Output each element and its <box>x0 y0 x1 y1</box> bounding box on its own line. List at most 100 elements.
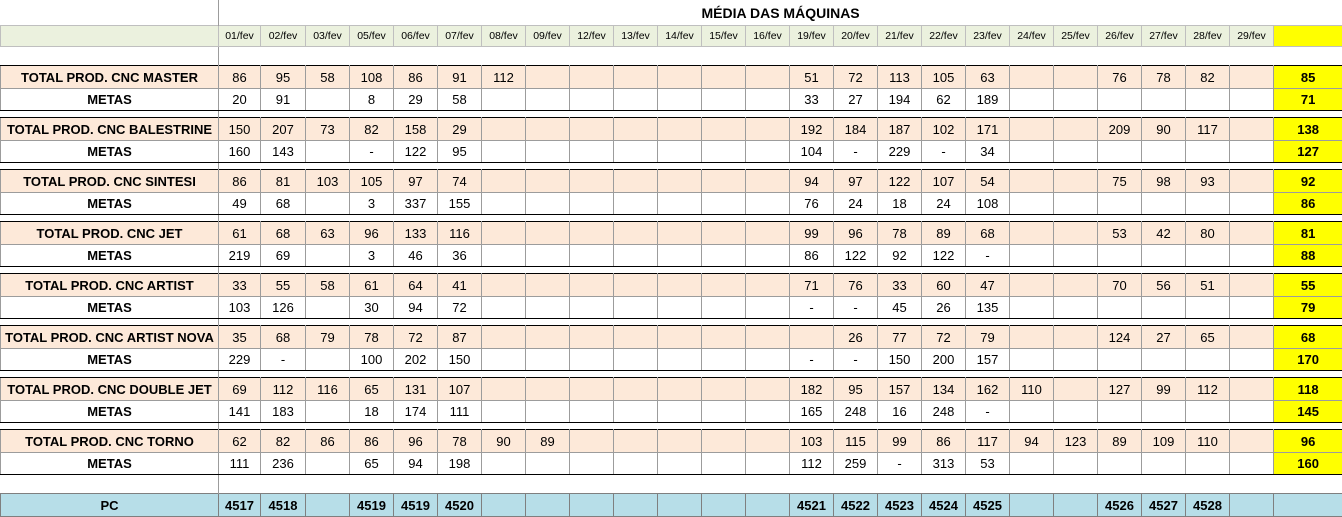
meta-value-cell[interactable] <box>702 141 746 163</box>
production-value-cell[interactable]: 209 <box>1098 118 1142 141</box>
production-value-cell[interactable]: 64 <box>394 274 438 297</box>
meta-value-cell[interactable] <box>1230 453 1274 475</box>
meta-value-cell[interactable]: 248 <box>922 401 966 423</box>
production-average-cell[interactable]: 81 <box>1274 222 1342 245</box>
meta-value-cell[interactable] <box>526 193 570 215</box>
meta-value-cell[interactable] <box>526 453 570 475</box>
spacer-cell[interactable] <box>1 215 219 222</box>
production-value-cell[interactable] <box>790 326 834 349</box>
production-value-cell[interactable]: 171 <box>966 118 1010 141</box>
production-value-cell[interactable]: 54 <box>966 170 1010 193</box>
production-average-cell[interactable]: 138 <box>1274 118 1342 141</box>
date-header-cell[interactable]: 20/fev <box>834 26 878 47</box>
meta-value-cell[interactable]: - <box>350 141 394 163</box>
pc-value-cell[interactable]: 4522 <box>834 494 878 517</box>
meta-value-cell[interactable] <box>306 245 350 267</box>
meta-value-cell[interactable] <box>614 401 658 423</box>
meta-average-cell[interactable]: 170 <box>1274 349 1342 371</box>
meta-value-cell[interactable]: 8 <box>350 89 394 111</box>
metas-label[interactable]: METAS <box>1 245 219 267</box>
production-value-cell[interactable] <box>1010 66 1054 89</box>
metas-label[interactable]: METAS <box>1 453 219 475</box>
production-value-cell[interactable]: 69 <box>219 378 261 401</box>
spacer-cell[interactable] <box>1 47 219 66</box>
production-value-cell[interactable] <box>658 430 702 453</box>
production-value-cell[interactable]: 86 <box>306 430 350 453</box>
production-value-cell[interactable] <box>658 66 702 89</box>
meta-value-cell[interactable]: 194 <box>878 89 922 111</box>
production-value-cell[interactable]: 86 <box>219 66 261 89</box>
production-value-cell[interactable]: 81 <box>261 170 306 193</box>
production-value-cell[interactable]: 117 <box>1186 118 1230 141</box>
meta-value-cell[interactable]: 157 <box>966 349 1010 371</box>
meta-value-cell[interactable]: 58 <box>438 89 482 111</box>
date-header-cell[interactable]: 06/fev <box>394 26 438 47</box>
production-value-cell[interactable]: 98 <box>1142 170 1186 193</box>
meta-value-cell[interactable] <box>614 141 658 163</box>
production-value-cell[interactable] <box>702 430 746 453</box>
production-value-cell[interactable]: 62 <box>219 430 261 453</box>
production-value-cell[interactable]: 162 <box>966 378 1010 401</box>
meta-value-cell[interactable]: 16 <box>878 401 922 423</box>
production-value-cell[interactable]: 78 <box>350 326 394 349</box>
production-value-cell[interactable]: 65 <box>1186 326 1230 349</box>
meta-value-cell[interactable]: - <box>834 297 878 319</box>
production-value-cell[interactable] <box>482 222 526 245</box>
production-value-cell[interactable] <box>746 326 790 349</box>
spacer-cell[interactable] <box>1 111 219 118</box>
production-value-cell[interactable] <box>570 274 614 297</box>
meta-value-cell[interactable]: 122 <box>394 141 438 163</box>
production-value-cell[interactable]: 105 <box>350 170 394 193</box>
meta-value-cell[interactable] <box>1142 245 1186 267</box>
meta-value-cell[interactable]: - <box>966 401 1010 423</box>
meta-value-cell[interactable] <box>658 89 702 111</box>
meta-value-cell[interactable] <box>1186 193 1230 215</box>
meta-value-cell[interactable]: 229 <box>219 349 261 371</box>
production-value-cell[interactable]: 91 <box>438 66 482 89</box>
production-value-cell[interactable] <box>702 222 746 245</box>
meta-value-cell[interactable]: 18 <box>878 193 922 215</box>
spacer-cell[interactable] <box>219 371 1342 378</box>
production-value-cell[interactable] <box>658 170 702 193</box>
production-value-cell[interactable]: 97 <box>394 170 438 193</box>
production-value-cell[interactable] <box>482 118 526 141</box>
production-value-cell[interactable] <box>1054 378 1098 401</box>
production-value-cell[interactable]: 116 <box>438 222 482 245</box>
production-value-cell[interactable] <box>746 274 790 297</box>
production-value-cell[interactable] <box>526 66 570 89</box>
production-value-cell[interactable]: 86 <box>922 430 966 453</box>
meta-value-cell[interactable] <box>746 453 790 475</box>
meta-value-cell[interactable] <box>1142 89 1186 111</box>
meta-value-cell[interactable] <box>1054 349 1098 371</box>
production-value-cell[interactable]: 96 <box>834 222 878 245</box>
spacer-cell[interactable] <box>1 475 219 494</box>
production-value-cell[interactable]: 77 <box>878 326 922 349</box>
production-value-cell[interactable]: 89 <box>526 430 570 453</box>
meta-value-cell[interactable] <box>306 349 350 371</box>
production-value-cell[interactable]: 42 <box>1142 222 1186 245</box>
production-value-cell[interactable]: 86 <box>350 430 394 453</box>
meta-value-cell[interactable]: 122 <box>834 245 878 267</box>
spacer-cell[interactable] <box>219 475 1342 494</box>
pc-value-cell[interactable]: 4518 <box>261 494 306 517</box>
production-value-cell[interactable]: 68 <box>261 222 306 245</box>
production-value-cell[interactable] <box>1230 430 1274 453</box>
production-value-cell[interactable] <box>570 326 614 349</box>
metas-label[interactable]: METAS <box>1 193 219 215</box>
total-production-label[interactable]: TOTAL PROD. CNC ARTIST <box>1 274 219 297</box>
date-header-cell[interactable]: 26/fev <box>1098 26 1142 47</box>
meta-value-cell[interactable]: 202 <box>394 349 438 371</box>
meta-average-cell[interactable]: 79 <box>1274 297 1342 319</box>
meta-value-cell[interactable]: 160 <box>219 141 261 163</box>
meta-average-cell[interactable]: 127 <box>1274 141 1342 163</box>
production-value-cell[interactable]: 75 <box>1098 170 1142 193</box>
date-header-cell[interactable]: 14/fev <box>658 26 702 47</box>
metas-label[interactable]: METAS <box>1 349 219 371</box>
pc-value-cell[interactable] <box>702 494 746 517</box>
production-average-cell[interactable]: 55 <box>1274 274 1342 297</box>
production-value-cell[interactable]: 131 <box>394 378 438 401</box>
pc-label[interactable]: PC <box>1 494 219 517</box>
production-value-cell[interactable]: 26 <box>834 326 878 349</box>
pc-value-cell[interactable] <box>658 494 702 517</box>
total-production-label[interactable]: TOTAL PROD. CNC SINTESI <box>1 170 219 193</box>
